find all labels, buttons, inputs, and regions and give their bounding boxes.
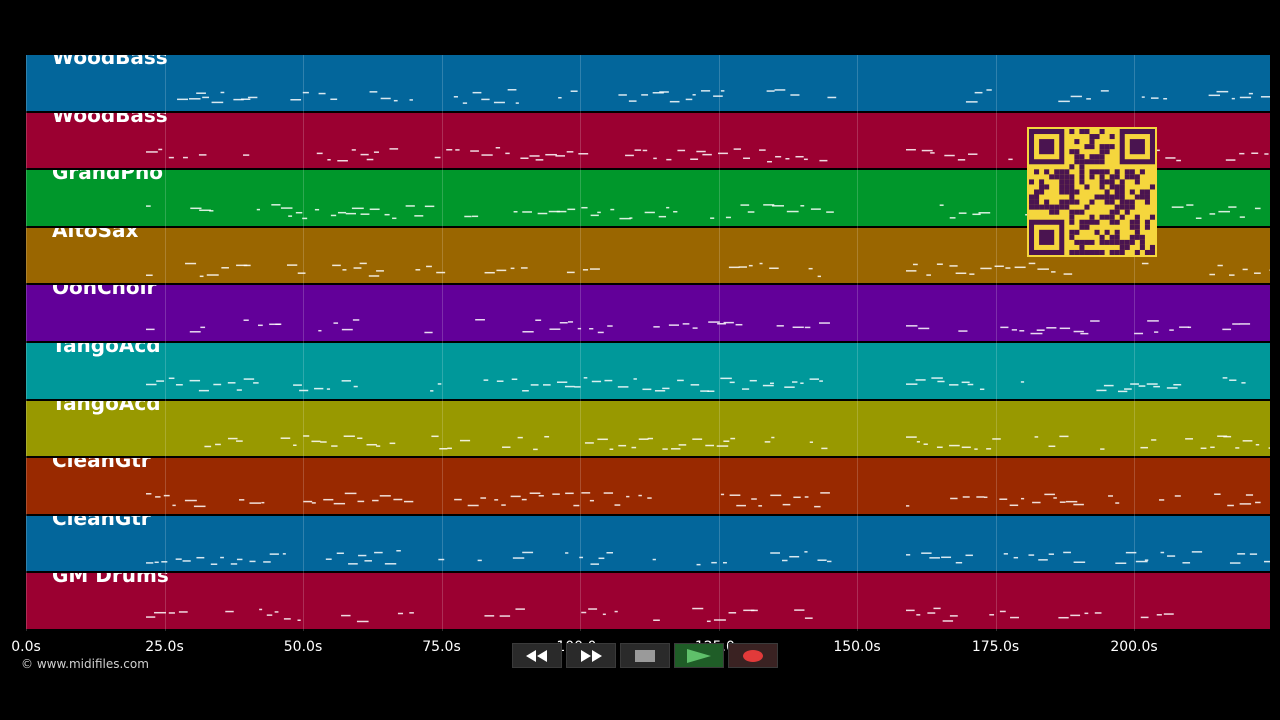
play-icon [687, 648, 711, 663]
rewind-icon [526, 649, 547, 662]
record-button[interactable] [728, 643, 778, 668]
stop-icon [635, 649, 655, 662]
note-events [146, 262, 1270, 277]
track-lane: GM Drums [26, 573, 1270, 629]
note-events [146, 492, 1261, 508]
record-icon [743, 649, 763, 662]
fast-forward-icon [581, 649, 602, 662]
track-name: TangoAcd [52, 400, 161, 415]
track-name: WoodBass [52, 112, 168, 127]
play-button[interactable] [674, 643, 724, 668]
time-tick-label: 175.0s [971, 639, 1020, 655]
time-gridline [1134, 55, 1135, 631]
track-name: CleanGtr [52, 515, 151, 530]
qr-code [1027, 127, 1157, 257]
time-tick-label: 150.0s [833, 639, 881, 655]
time-gridline [441, 55, 443, 631]
time-tick-label: 75.0s [422, 639, 461, 655]
track-name: WoodBass [52, 55, 168, 69]
time-tick-label: 50.0s [283, 639, 323, 655]
track-lane: TangoAcd [26, 343, 1270, 399]
time-gridline [164, 55, 166, 631]
track-lane: WoodBass [26, 55, 1270, 111]
stop-button[interactable] [620, 643, 670, 668]
track-name: GM Drums [52, 573, 169, 588]
track-name: OohChoir [52, 285, 157, 300]
track-name: AltoSax [52, 227, 139, 242]
track-lane: CleanGtr [26, 515, 1270, 572]
track-lane: CleanGtr [26, 458, 1270, 514]
track-name: GrandPno [52, 170, 163, 185]
time-gridline [26, 55, 27, 631]
note-events [146, 319, 1251, 335]
time-tick-label: 25.0s [145, 639, 184, 655]
time-gridline [303, 55, 304, 631]
qr-code-image [1029, 129, 1155, 255]
time-gridline [857, 55, 858, 631]
track-name: CleanGtr [52, 458, 151, 473]
fast-forward-button[interactable] [566, 643, 616, 668]
transport-controls [512, 643, 778, 668]
note-events [177, 89, 1270, 104]
note-events [146, 377, 1246, 393]
track-name: TangoAcd [52, 343, 161, 357]
note-events [146, 608, 1174, 623]
note-events [204, 434, 1270, 450]
time-gridline [718, 55, 720, 631]
time-tick-label: 200.0s [1110, 639, 1158, 655]
note-events [146, 549, 1270, 566]
time-gridline [995, 55, 997, 631]
track-lane: TangoAcd [26, 400, 1270, 457]
time-tick-label: 0.0s [11, 639, 41, 655]
time-gridline [580, 55, 581, 631]
track-lane: OohChoir [26, 285, 1270, 341]
copyright-text: © www.midifiles.com [21, 657, 149, 671]
rewind-button[interactable] [512, 643, 562, 668]
